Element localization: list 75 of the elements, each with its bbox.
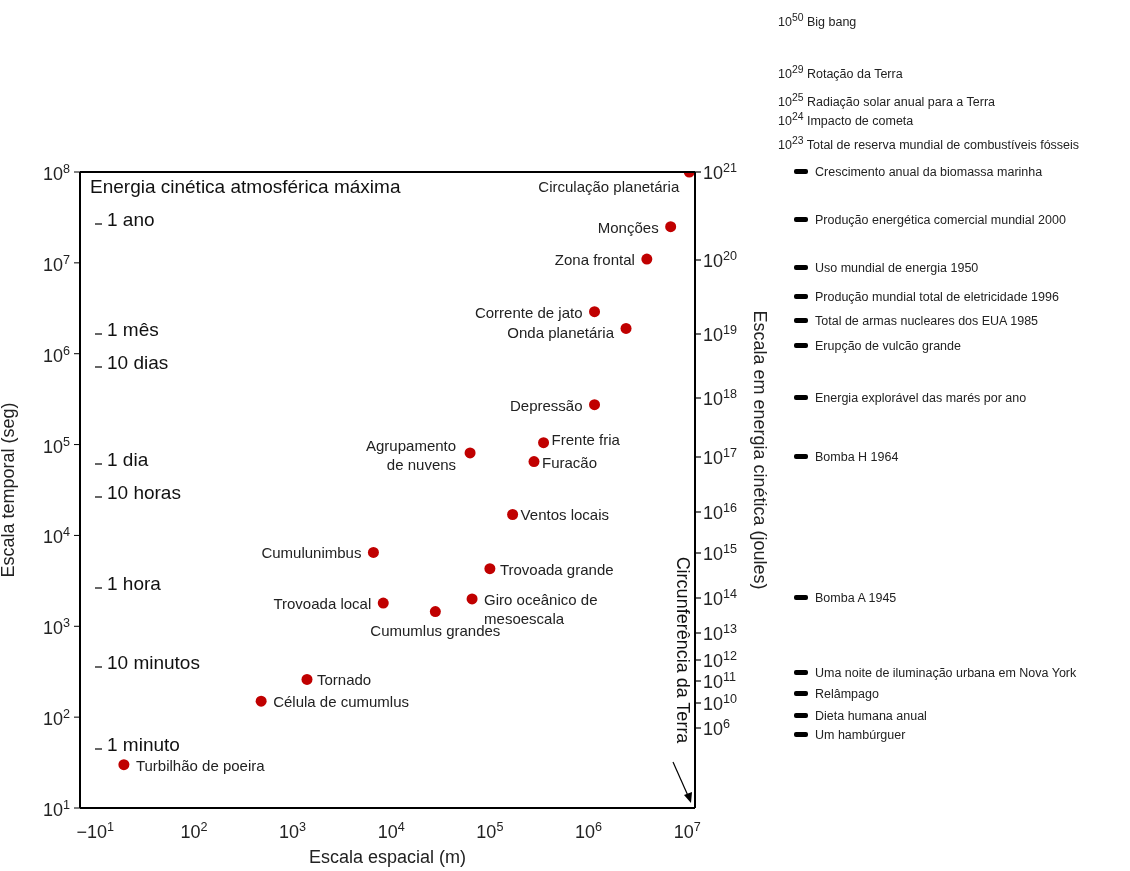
annotation: 1 ano (107, 209, 155, 230)
y-axis-title: Escala temporal (seg) (0, 402, 19, 578)
text: 10$^{21}$ (703, 161, 738, 183)
text: 10$^{50}$ Big bang (778, 11, 857, 32)
y-tick-label: 10$^{1}$ (42, 798, 70, 820)
text: Uso mundial de energia 1950 (815, 260, 979, 277)
text: 10$^{24}$ Impacto de cometa (778, 110, 914, 131)
series-label: Trovoada grande (499, 560, 614, 578)
series-label: Ventos locais (520, 506, 610, 524)
text: Um hambúrguer (815, 727, 906, 744)
x-tick-label: 10$^{2}$ (180, 820, 208, 842)
annotation: Energia cinética atmosférica máxima (90, 176, 401, 197)
text: Relâmpago (815, 686, 879, 703)
text: 10$^{12}$ (703, 649, 738, 671)
text: Total de armas nucleares dos EUA 1985 (815, 313, 1039, 330)
x-tick-label: −10$^{1}$ (76, 820, 115, 842)
series-label: Onda planetária (507, 324, 615, 342)
y2-axis-title: Escala em energia cinética (joules) (750, 310, 770, 590)
text: Energia explorável das marés por ano (815, 390, 1027, 407)
series-label: Cumulunimbus (261, 544, 362, 562)
annotation: 10 minutos (107, 652, 200, 673)
text: 10$^{20}$ (703, 249, 738, 271)
x-tick-label: 10$^{4}$ (377, 820, 405, 842)
text: 10$^{29}$ Rotação da Terra (778, 63, 903, 84)
series-label: Depressão (509, 396, 583, 414)
text: 10$^{13}$ (703, 622, 738, 644)
series-label: Célula de cumumlus (273, 693, 410, 711)
annotation: 10 horas (107, 482, 181, 503)
annotation: 1 mês (107, 319, 159, 340)
annotation: 1 minuto (107, 734, 180, 755)
text: Erupção de vulcão grande (815, 338, 961, 355)
series-label: Monções (597, 218, 659, 236)
text: 10$^{19}$ (703, 323, 738, 345)
text: 10$^{25}$ Radiação solar anual para a Terra (778, 91, 996, 112)
text: Produção mundial total de eletricidade 1996 (815, 289, 1059, 306)
text: 10$^{17}$ (703, 446, 738, 468)
text: 10$^{15}$ (703, 542, 738, 564)
annotation: 1 dia (107, 449, 149, 470)
text: Bomba H 1964 (815, 449, 899, 466)
text: Uma noite de iluminação urbana em Nova York (815, 665, 1077, 682)
y-tick-label: 10$^{6}$ (42, 343, 70, 366)
series-label: Circulação planetária (538, 178, 680, 195)
x-axis-title: Escala espacial (m) (308, 847, 467, 867)
text: Dieta humana anual (815, 708, 927, 725)
y-tick-label: 10$^{2}$ (42, 707, 70, 730)
text: Crescimento anual da biomassa marinha (815, 164, 1043, 181)
x-tick-label: 10$^{6}$ (575, 820, 603, 842)
series-label: Turbilhão de poeira (135, 756, 266, 774)
series-label: Agrupamento de nuvens (366, 436, 457, 473)
annotation: 1 hora (107, 573, 162, 594)
x-tick-label: 10$^{5}$ (476, 820, 504, 842)
annotation: 10 dias (107, 352, 169, 373)
text: 10$^{14}$ (703, 587, 738, 609)
text: 10$^{16}$ (703, 501, 738, 523)
series-label: Corrente de jato (474, 303, 583, 321)
text: Bomba A 1945 (815, 590, 897, 607)
text: Produção energética comercial mundial 2000 (815, 212, 1066, 229)
text: 10$^{10}$ (703, 692, 738, 714)
series-label: Trovoada local (273, 595, 372, 613)
annotation: Circunferência da Terra (673, 556, 693, 745)
x-tick-label: 10$^{3}$ (279, 820, 307, 842)
y-tick-label: 10$^{4}$ (42, 525, 70, 548)
series-label: Zona frontal (554, 251, 635, 269)
y-tick-label: 10$^{5}$ (42, 434, 70, 457)
text: 10$^{6}$ (703, 717, 731, 739)
text: 10$^{18}$ (703, 387, 738, 409)
x-tick-label: 10$^{7}$ (673, 820, 701, 842)
series-label: Furacão (542, 453, 598, 471)
y-tick-label: 10$^{7}$ (42, 252, 70, 275)
series-label: Tornado (317, 671, 372, 689)
series-label: Frente fria (551, 430, 621, 448)
text: 10$^{11}$ (703, 670, 737, 692)
text: 10$^{23}$ Total de reserva mundial de combustíveis fósseis (778, 134, 1080, 155)
y-tick-label: 10$^{3}$ (42, 616, 70, 639)
y-tick-label: 10$^{8}$ (42, 162, 70, 184)
